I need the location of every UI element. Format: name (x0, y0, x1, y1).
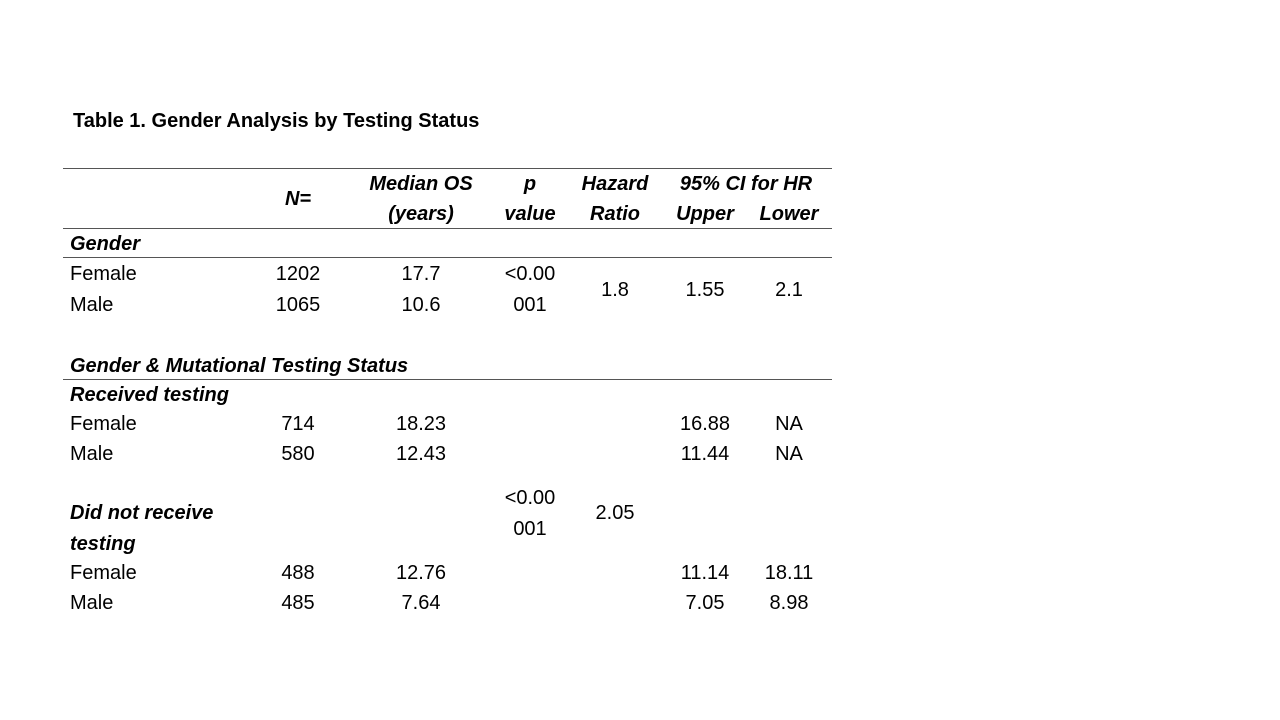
header-p-1: p (523, 173, 537, 195)
header-hr-1: Hazard (581, 173, 649, 195)
gender-hazard-ratio: 1.8 (601, 279, 629, 301)
gender-ci-lower: 2.1 (775, 279, 803, 301)
row-label: Male (70, 592, 114, 614)
cell-median: 17.7 (401, 263, 441, 285)
testing-hazard-ratio: 2.05 (595, 502, 635, 524)
testing-p-value-1: <0.00 (504, 487, 556, 509)
cell-lower: 8.98 (769, 592, 809, 614)
cell-median: 12.43 (395, 443, 447, 465)
cell-median: 10.6 (401, 294, 441, 316)
header-median-os-1: Median OS (369, 173, 473, 195)
cell-upper: 11.14 (680, 562, 730, 584)
cell-upper: 7.05 (685, 592, 725, 614)
gender-p-value-1: <0.00 (504, 263, 556, 285)
section-gender: Gender (70, 233, 141, 255)
header-median-os-2: (years) (388, 203, 454, 225)
cell-median: 7.64 (401, 592, 441, 614)
cell-n: 1065 (275, 294, 321, 316)
header-p-2: value (504, 203, 556, 225)
header-n: N= (284, 188, 312, 210)
cell-n: 580 (281, 443, 315, 465)
cell-n: 714 (281, 413, 315, 435)
cell-n: 1202 (275, 263, 321, 285)
row-label: Male (70, 294, 114, 316)
cell-n: 488 (281, 562, 315, 584)
cell-upper: 16.88 (679, 413, 731, 435)
header-ci: 95% CI for HR (679, 173, 813, 195)
top-rule (63, 168, 832, 169)
gender-p-value-2: 001 (513, 294, 547, 316)
section-gender-testing: Gender & Mutational Testing Status (70, 355, 409, 377)
subsection-not-received-2: testing (70, 533, 136, 555)
row-label: Female (70, 413, 137, 435)
cell-upper: 11.44 (680, 443, 730, 465)
subsection-received: Received testing (70, 384, 229, 406)
subsection-not-received-1: Did not receive (70, 502, 214, 524)
cell-n: 485 (281, 592, 315, 614)
section-gender-testing-rule (63, 379, 832, 380)
row-label: Female (70, 263, 137, 285)
cell-median: 18.23 (395, 413, 447, 435)
cell-lower: 18.11 (764, 562, 814, 584)
header-rule (63, 228, 832, 229)
cell-lower: NA (775, 413, 803, 435)
header-lower: Lower (759, 203, 819, 225)
cell-median: 12.76 (395, 562, 447, 584)
header-hr-2: Ratio (590, 203, 640, 225)
gender-ci-upper: 1.55 (685, 279, 725, 301)
cell-lower: NA (775, 443, 803, 465)
row-label: Male (70, 443, 114, 465)
section-gender-rule (63, 257, 832, 258)
header-upper: Upper (676, 203, 734, 225)
table-title: Table 1. Gender Analysis by Testing Stat… (73, 110, 480, 132)
testing-p-value-2: 001 (513, 518, 547, 540)
row-label: Female (70, 562, 137, 584)
